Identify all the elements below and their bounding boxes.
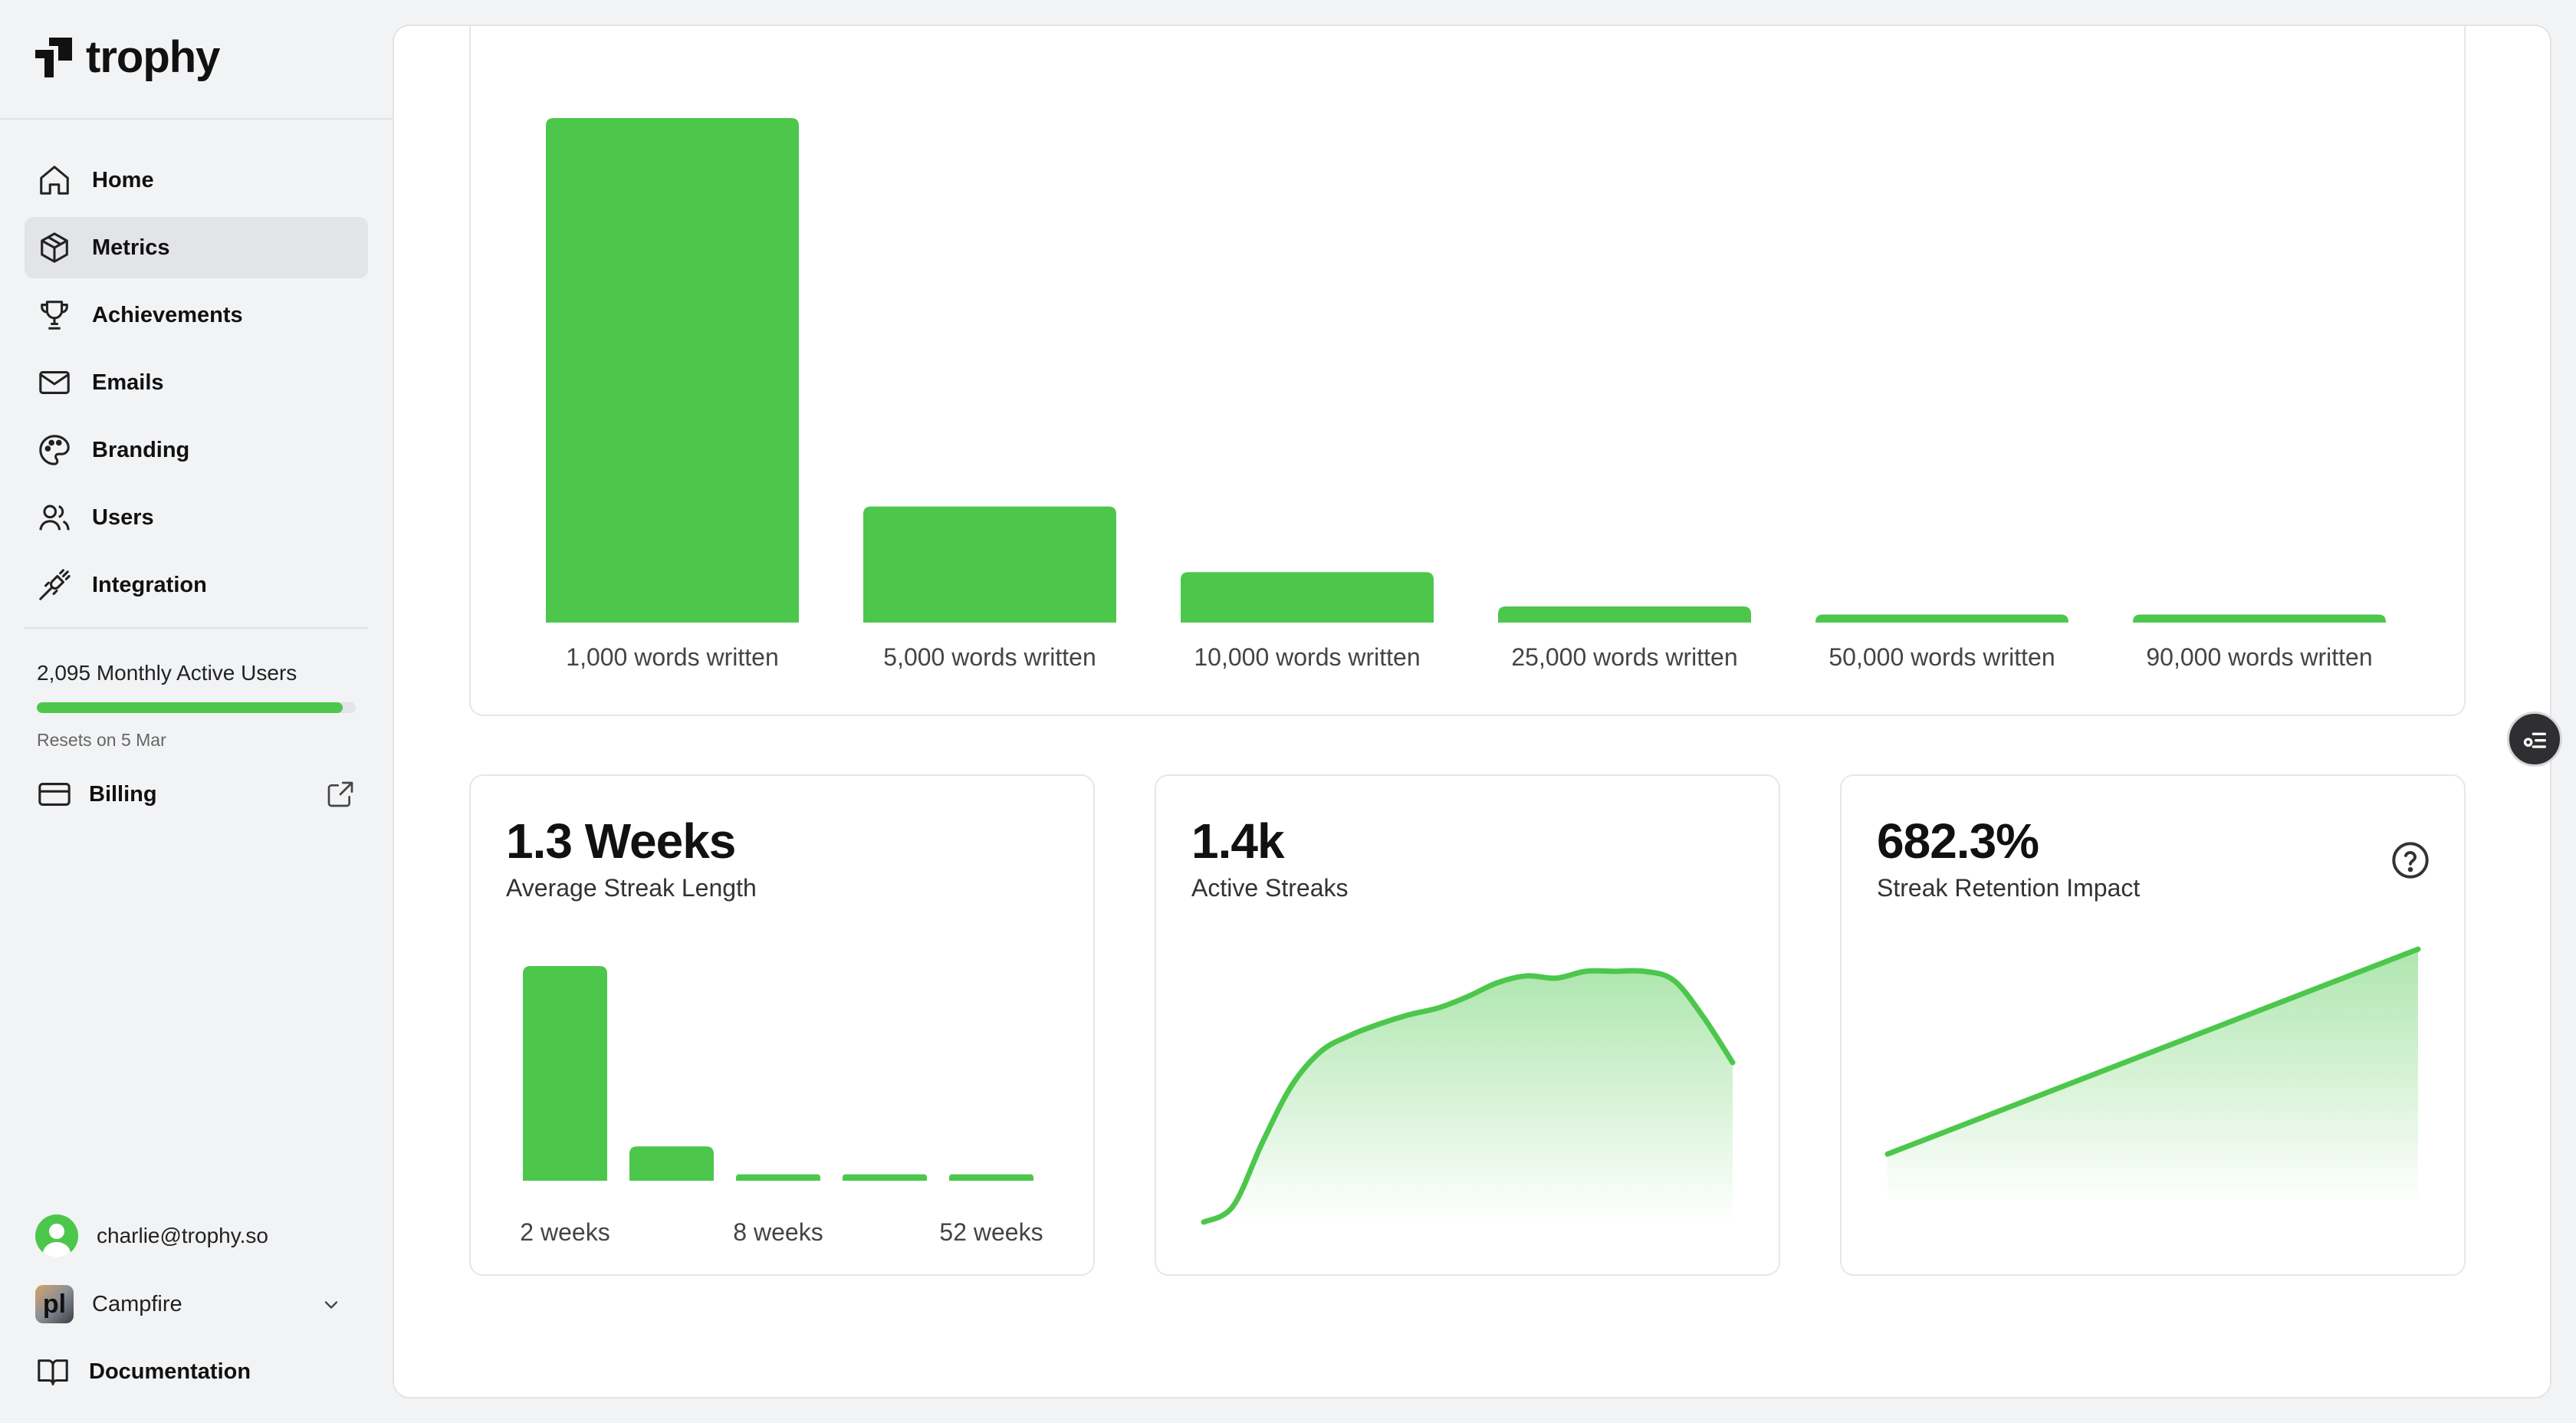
sidebar: trophy Home Metrics Achievements Emails … [0,0,393,1423]
org-name: Campfire [92,1291,182,1316]
stat-value: 1.3 Weeks [506,813,736,869]
stat-label: Streak Retention Impact [1877,874,2141,902]
trophy-logo-icon [35,38,72,77]
area-fill [1204,970,1733,1222]
stat-value: 682.3% [1877,813,2039,869]
cube-icon [41,232,68,263]
bar[interactable] [949,1174,1033,1181]
sidebar-item-label: Emails [92,370,164,395]
sidebar-divider [25,627,368,629]
bar[interactable] [629,1146,714,1181]
bar[interactable] [1815,614,2068,623]
users-icon [39,504,70,531]
sidebar-item-metrics[interactable]: Metrics [25,217,368,278]
active-streaks-area-chart [1201,968,1736,1225]
credit-card-icon [38,783,71,806]
help-circle-icon[interactable] [2390,840,2430,880]
x-tick-label: 8 weeks [733,1218,823,1246]
achievements-chart-card: 1,000 words written 5,000 words written 10… [469,26,2466,716]
monthly-active-users-label: 2,095 Monthly Active Users [37,661,297,685]
stat-card-average-streak: 1.3 Weeks Average Streak Length 2 weeks 8… [469,774,1095,1276]
x-tick-label: 2 weeks [520,1218,610,1246]
x-tick-label: 90,000 words written [2146,643,2372,671]
external-link-icon[interactable] [325,779,356,810]
avatar [35,1214,78,1257]
bar[interactable] [863,506,1116,623]
sidebar-item-billing[interactable]: Billing [37,776,359,813]
stat-label: Average Streak Length [506,874,757,902]
user-account[interactable]: charlie@trophy.so [35,1214,268,1257]
home-icon [40,166,69,195]
plug-icon [39,569,71,600]
x-tick-label: 10,000 words written [1194,643,1420,671]
x-tick-label: 25,000 words written [1511,643,1737,671]
sidebar-item-users[interactable]: Users [25,487,368,548]
bar[interactable] [736,1174,820,1181]
usage-progress-fill [37,702,343,713]
sidebar-item-label: Branding [92,437,190,462]
sidebar-item-label: Home [92,167,154,192]
bar[interactable] [546,118,799,623]
stat-label: Active Streaks [1191,874,1349,902]
usage-progress-bar [37,702,356,713]
org-logo: pl [35,1285,74,1323]
user-email: charlie@trophy.so [97,1224,268,1247]
trophy-icon [41,301,68,330]
book-icon [38,1359,68,1385]
logo[interactable]: trophy [35,32,220,82]
stat-card-active-streaks: 1.4k Active Streaks [1155,774,1780,1276]
x-tick-label: 52 weeks [939,1218,1043,1246]
org-switcher[interactable]: pl Campfire [35,1285,357,1323]
sidebar-item-emails[interactable]: Emails [25,352,368,413]
sidebar-item-label: Billing [89,781,157,807]
usage-reset-date: Resets on 5 Mar [37,730,166,750]
sidebar-item-label: Achievements [92,302,243,327]
series-line[interactable] [1884,946,2421,1157]
floating-action-button[interactable] [2507,712,2562,767]
bar[interactable] [523,966,607,1181]
stat-value: 1.4k [1191,813,1285,869]
sidebar-item-label: Documentation [89,1359,251,1384]
x-tick-label: 1,000 words written [566,643,778,671]
chevron-down-icon [324,1301,338,1309]
series-line[interactable] [1201,968,1736,1225]
x-tick-label: 5,000 words written [883,643,1096,671]
bar[interactable] [1181,572,1434,623]
palette-icon [39,435,70,465]
bar[interactable] [1498,606,1751,623]
streak-length-bar-chart: 2 weeks 8 weeks 52 weeks [520,966,1043,1246]
filter-list-icon [2523,732,2546,748]
main-panel: 1,000 words written 5,000 words written 10… [393,25,2551,1398]
area-fill [1888,949,2418,1205]
sidebar-item-label: Integration [92,572,207,597]
bar[interactable] [2133,614,2386,623]
sidebar-divider [0,118,393,120]
bar[interactable] [843,1174,927,1181]
mail-icon [39,371,70,394]
sidebar-item-label: Users [92,504,154,530]
sidebar-item-branding[interactable]: Branding [25,419,368,481]
sidebar-item-achievements[interactable]: Achievements [25,284,368,346]
x-tick-label: 50,000 words written [1829,643,2055,671]
stat-card-retention-impact: 682.3% Streak Retention Impact [1840,774,2466,1276]
retention-impact-area-chart [1884,946,2421,1205]
sidebar-item-label: Metrics [92,235,170,260]
sidebar-item-home[interactable]: Home [25,150,368,211]
achievements-bar-chart: 1,000 words written 5,000 words written 10… [546,118,2386,671]
sidebar-nav: Home Metrics Achievements Emails Brandin… [25,150,368,622]
sidebar-item-integration[interactable]: Integration [25,554,368,616]
sidebar-item-documentation[interactable]: Documentation [35,1354,251,1389]
app-name: trophy [86,32,220,82]
